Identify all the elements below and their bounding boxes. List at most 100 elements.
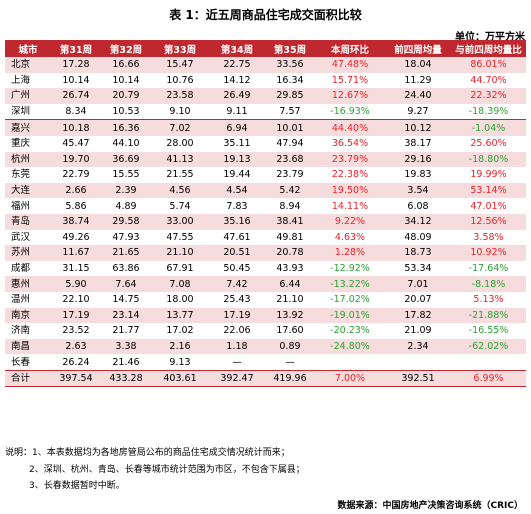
value-cell: -20.23% (330, 325, 370, 337)
value-cell: 35.11 (223, 138, 251, 150)
value-cell: 8.94 (279, 200, 301, 212)
value-cell: 2.39 (101, 182, 151, 199)
table-title: 表 1：近五周商品住宅成交面积比较 (169, 8, 362, 22)
value-cell: 21.10 (276, 294, 304, 306)
value-cell: 21.65 (101, 245, 151, 261)
city-cell: 北京 (5, 57, 51, 73)
value-cell: -19.01% (315, 307, 385, 324)
value-cell: 41.13 (151, 151, 209, 168)
city-cell: 济南 (11, 325, 31, 337)
value-cell: 4.89 (115, 200, 137, 212)
value-cell: 22.10 (62, 294, 90, 306)
value-cell: 10.53 (112, 106, 140, 118)
city-cell: 福州 (11, 200, 31, 212)
value-cell: 10.76 (166, 74, 194, 86)
value-cell: 10.01 (265, 119, 315, 136)
value-cell: 20.07 (404, 294, 432, 306)
value-cell: 1.18 (209, 338, 265, 355)
value-cell: 44.10 (112, 138, 140, 150)
table-row: 嘉兴 10.18 16.36 7.02 6.94 10.01 44.40% 10.12 -1.0… (5, 119, 526, 136)
header-cell: 第35周 (265, 40, 315, 57)
value-cell: 26.49 (209, 88, 265, 104)
city-cell: 武汉 (11, 231, 31, 243)
value-cell: 63.86 (112, 263, 140, 275)
table-row: 惠州 5.90 7.64 7.08 7.42 6.44 -13.22% 7.01 -8.18% (5, 276, 526, 292)
value-cell: 23.68 (265, 151, 315, 168)
value-cell: 11.67 (51, 245, 101, 261)
value-cell: 20.51 (209, 245, 265, 261)
value-cell: 14.75 (112, 294, 140, 306)
value-cell: 7.02 (151, 119, 209, 136)
value-cell: 3.54 (385, 182, 451, 199)
value-cell: 14.12 (223, 74, 251, 86)
note-3: 3、长春数据暂时中断。 (29, 481, 125, 491)
note-1: 说明：1、本表数据均为各地房管局公布的商品住宅成交情况统计而来； (5, 448, 290, 458)
value-cell: 7.01 (385, 276, 451, 292)
value-cell: 4.56 (151, 182, 209, 199)
table-row: 长春 26.24 21.46 9.13 — — (5, 354, 526, 370)
value-cell: 49.81 (276, 231, 304, 243)
value-cell: 403.61 (151, 369, 209, 388)
value-cell: 22.06 (223, 325, 251, 337)
value-cell: 7.64 (101, 276, 151, 292)
data-table: 城市 第31周 第32周 第33周 第34周 第35周 本周环比 前四周均量 与… (5, 40, 526, 388)
value-cell: 19.70 (51, 151, 101, 168)
value-cell: 392.51 (385, 369, 451, 388)
value-cell: 9.10 (169, 106, 191, 118)
value-cell: 17.28 (51, 57, 101, 73)
total-row: 合计 397.54 433.28 403.61 392.47 419.96 7.00% 392… (5, 369, 526, 388)
table-header-row: 城市 第31周 第32周 第33周 第34周 第35周 本周环比 前四周均量 与… (5, 40, 526, 57)
value-cell: 53.14% (451, 182, 526, 199)
value-cell: 9.11 (226, 106, 248, 118)
value-cell: -17.02% (330, 294, 370, 306)
value-cell: 397.54 (51, 369, 101, 388)
value-cell: 2.63 (51, 338, 101, 355)
city-cell: 南昌 (5, 338, 51, 355)
value-cell: 67.91 (166, 263, 194, 275)
value-cell: 419.96 (265, 369, 315, 388)
value-cell: 21.09 (404, 325, 432, 337)
value-cell: 23.52 (62, 325, 90, 337)
header-cell: 第33周 (151, 40, 209, 57)
value-cell: 48.09 (404, 231, 432, 243)
value-cell: 16.36 (101, 119, 151, 136)
value-cell: 25.60% (470, 138, 507, 150)
value-cell: 5.86 (65, 200, 87, 212)
city-cell: 重庆 (11, 138, 31, 150)
value-cell: -16.93% (330, 106, 370, 118)
header-cell: 本周环比 (315, 40, 385, 57)
value-cell: -1.04% (451, 119, 526, 136)
city-cell: 嘉兴 (5, 119, 51, 136)
value-cell: 9.27 (407, 106, 429, 118)
city-cell: 苏州 (5, 245, 51, 261)
value-cell: 9.13 (169, 356, 191, 368)
value-cell: 15.55 (112, 169, 140, 181)
value-cell: 28.00 (166, 138, 194, 150)
value-cell: 19.83 (404, 169, 432, 181)
table-row: 上海 10.14 10.14 10.76 14.12 16.34 15.71% 11.29 44… (5, 73, 526, 89)
value-cell: 50.45 (223, 263, 251, 275)
value-cell: 25.43 (223, 294, 251, 306)
city-cell: 深圳 (11, 106, 31, 118)
value-cell: 17.82 (385, 307, 451, 324)
value-cell: 16.66 (101, 57, 151, 73)
value-cell: 22.75 (209, 57, 265, 73)
table-row: 温州 22.10 14.75 18.00 25.43 21.10 -17.02% 20.07 5… (5, 292, 526, 308)
city-cell: 成都 (11, 263, 31, 275)
city-cell: 惠州 (5, 276, 51, 292)
value-cell: 7.08 (151, 276, 209, 292)
value-cell: 8.34 (65, 106, 87, 118)
note-2: 2、深圳、杭州、青岛、长春等城市统计范围为市区，不包含下属县； (29, 464, 305, 475)
table-row: 东莞 22.79 15.55 21.55 19.44 23.79 22.38% 19.83 19… (5, 167, 526, 183)
value-cell: 5.42 (265, 182, 315, 199)
table-row: 福州 5.86 4.89 5.74 7.83 8.94 14.11% 6.08 47.01% (5, 198, 526, 214)
value-cell: 44.70% (470, 74, 507, 86)
value-cell: 18.00 (166, 294, 194, 306)
value-cell: 17.60 (276, 325, 304, 337)
unit-label: 单位：万平方米 (455, 32, 525, 43)
header-cell: 第34周 (209, 40, 265, 57)
value-cell: 18.04 (385, 57, 451, 73)
value-cell: 5.90 (51, 276, 101, 292)
value-cell: 7.83 (226, 200, 248, 212)
value-cell (385, 354, 451, 370)
